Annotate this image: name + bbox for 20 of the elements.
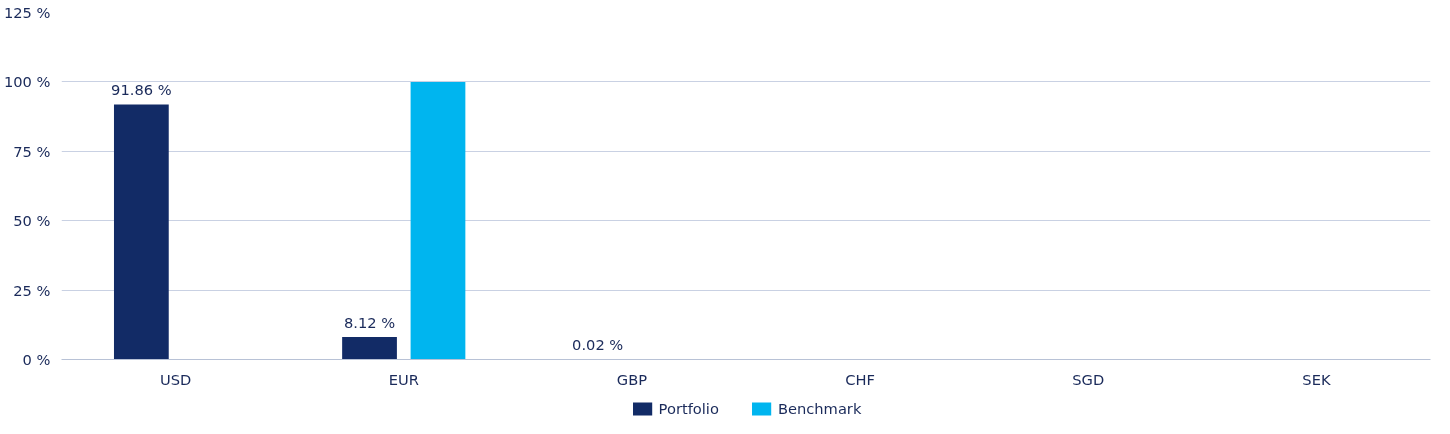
x-tick-label: CHF (845, 370, 875, 388)
x-tick-label: GBP (616, 370, 648, 388)
x-tick-label: USD (159, 370, 192, 388)
data-label: 91.86 % (111, 81, 172, 99)
y-tick-label: 75 % (13, 142, 51, 160)
x-tick-label: SGD (1072, 370, 1105, 388)
data-label: 0.02 % (572, 336, 624, 354)
bar (342, 336, 397, 360)
y-tick-label: 50 % (13, 212, 51, 230)
data-label: 8.12 % (343, 313, 396, 331)
y-tick-label: 100 % (3, 73, 51, 91)
y-tick-label: 0 % (22, 351, 51, 368)
y-tick-label: 25 % (13, 281, 51, 299)
bar (113, 104, 169, 360)
x-tick-label: EUR (388, 370, 419, 388)
legend-label: Portfolio (658, 399, 719, 417)
x-tick-label: SEK (1302, 370, 1331, 388)
legend-label: Benchmark (777, 399, 862, 417)
y-tick-label: 125 % (3, 4, 51, 21)
bar (410, 81, 466, 360)
